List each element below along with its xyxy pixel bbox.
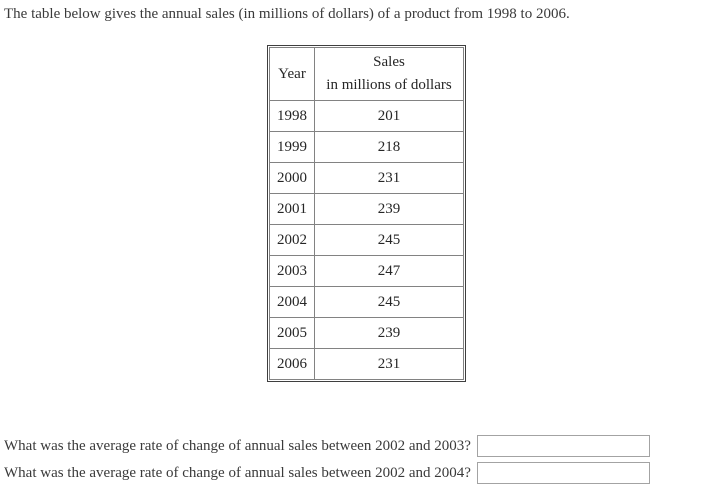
sales-cell: 239 [314,317,464,349]
sales-cell: 201 [314,100,464,132]
table-row: 2006 231 [269,348,464,380]
table-row: 2004 245 [269,286,464,318]
year-cell: 2005 [269,317,315,349]
question-1-label: What was the average rate of change of a… [4,437,471,454]
sales-cell: 245 [314,224,464,256]
answer-input-2002-2003[interactable] [476,435,650,457]
table-row: 1998 201 [269,100,464,132]
year-cell: 2002 [269,224,315,256]
year-cell: 2004 [269,286,315,318]
table-row: 2003 247 [269,255,464,287]
table-row: 1999 218 [269,131,464,163]
year-cell: 2006 [269,348,315,380]
question-1: What was the average rate of change of a… [4,435,650,457]
sales-cell: 247 [314,255,464,287]
sales-cell: 245 [314,286,464,318]
sales-table-frame: Year Sales in millions of dollars 1998 2… [267,45,466,382]
problem-statement: The table below gives the annual sales (… [4,6,570,22]
year-cell: 2001 [269,193,315,225]
sales-cell: 239 [314,193,464,225]
question-2: What was the average rate of change of a… [4,462,650,484]
sales-table: Year Sales in millions of dollars 1998 2… [269,47,464,380]
table-header-row: Year Sales in millions of dollars [269,47,464,101]
year-cell: 2000 [269,162,315,194]
year-column-header: Year [269,47,315,101]
sales-cell: 231 [314,162,464,194]
sales-column-header: Sales in millions of dollars [314,47,464,101]
answer-input-2002-2004[interactable] [476,462,650,484]
table-row: 2002 245 [269,224,464,256]
sales-cell: 231 [314,348,464,380]
table-row: 2001 239 [269,193,464,225]
year-cell: 2003 [269,255,315,287]
year-cell: 1998 [269,100,315,132]
year-cell: 1999 [269,131,315,163]
table-row: 2005 239 [269,317,464,349]
table-row: 2000 231 [269,162,464,194]
sales-cell: 218 [314,131,464,163]
question-2-label: What was the average rate of change of a… [4,464,471,481]
sales-header-line1: Sales [373,53,405,70]
sales-header-line2: in millions of dollars [326,77,452,93]
